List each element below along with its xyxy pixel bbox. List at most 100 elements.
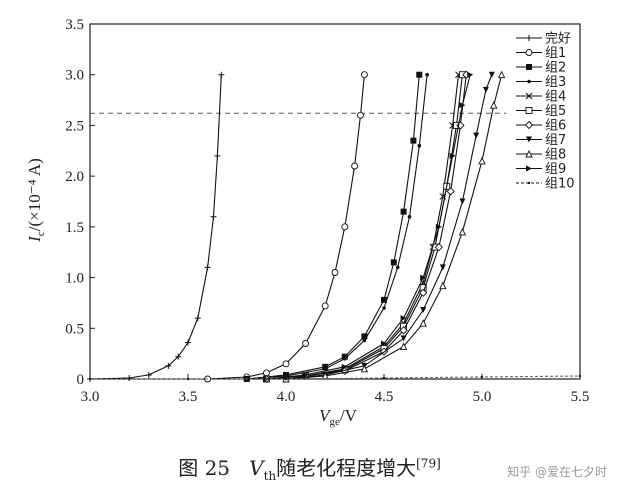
series-line: [266, 74, 471, 380]
data-point: [482, 86, 489, 93]
data-point: [459, 198, 466, 205]
data-point: [214, 152, 221, 159]
data-point: [419, 319, 427, 327]
series-line: [285, 74, 503, 380]
data-point: [458, 227, 467, 236]
data-point: [351, 162, 359, 170]
y-tick-label: 2.0: [65, 169, 84, 185]
legend-marker: [526, 165, 532, 172]
caption-v-sub: th: [263, 469, 277, 483]
y-axis-label-sub: c: [35, 231, 47, 236]
legend-label: 组2: [545, 61, 566, 76]
legend-marker: [527, 79, 531, 84]
data-point: [323, 367, 328, 371]
legend-item: 组5: [516, 104, 566, 119]
caption-ref: [79]: [416, 456, 441, 471]
caption-figure-number: 图 25: [178, 456, 231, 480]
data-point: [126, 374, 133, 381]
legend-label: 组4: [545, 90, 566, 105]
data-point: [478, 156, 486, 165]
legend-item: 组4: [516, 90, 566, 105]
data-point: [321, 302, 329, 310]
series-layer: [87, 70, 582, 384]
legend-label: 组8: [545, 148, 566, 163]
data-point: [473, 132, 480, 139]
x-axis-label-sub: ge: [330, 416, 341, 428]
data-point: [341, 223, 349, 231]
series-line: [246, 74, 420, 380]
data-point: [341, 363, 348, 370]
y-tick-label: 3.0: [65, 68, 84, 84]
data-point: [165, 362, 172, 369]
x-axis-label-main: V: [319, 406, 332, 425]
series-10: [263, 71, 474, 382]
y-axis-label: Ic/(×10⁻⁴ A): [25, 158, 47, 243]
data-point: [410, 137, 417, 144]
legend-label: 组7: [545, 133, 566, 148]
chart: 3.0 3.5 4.0 4.5 5.0 5.5 00.51.01.52.02.53.03.…: [25, 17, 589, 428]
data-point: [467, 71, 474, 78]
data-point: [357, 111, 364, 119]
legend-marker: [524, 120, 534, 130]
data-point: [420, 274, 427, 281]
data-point: [204, 264, 211, 271]
data-point: [360, 71, 368, 79]
caption-text: 随老化程度增大: [276, 456, 417, 480]
data-point: [331, 269, 339, 276]
legend-label: 组3: [545, 75, 566, 90]
data-point: [210, 213, 217, 220]
x-tick-label: 3.5: [179, 389, 198, 405]
data-point: [416, 71, 423, 78]
data-point: [381, 340, 387, 347]
legend-marker: [525, 92, 533, 100]
data-point: [407, 214, 412, 219]
legend-label: 组9: [545, 162, 566, 177]
plot-area: [87, 23, 582, 384]
y-tick-label: 3.5: [65, 17, 84, 33]
data-point: [439, 281, 447, 290]
data-point: [490, 101, 498, 109]
legend-item: 组8: [516, 148, 566, 163]
x-axis-label: Vge/V: [319, 406, 358, 428]
data-point: [399, 342, 408, 350]
data-point: [488, 71, 495, 78]
data-point: [395, 265, 400, 270]
legend-marker: [527, 181, 531, 185]
legend-label: 完好: [545, 32, 571, 47]
series-9: [282, 70, 506, 383]
series-line: [207, 74, 365, 380]
y-tick-label: 2.5: [65, 118, 84, 134]
legend-marker: [526, 35, 532, 41]
series-line: [266, 74, 463, 380]
series-line: [266, 74, 460, 380]
data-point: [459, 102, 466, 109]
x-tick-label: 5.0: [473, 389, 492, 405]
data-point: [360, 364, 369, 373]
x-tick-label: 4.5: [375, 389, 394, 405]
data-point: [361, 333, 368, 340]
watermark: 知乎 @爱在七夕时: [507, 465, 607, 479]
data-point: [399, 326, 408, 335]
legend-label: 组10: [545, 177, 575, 192]
data-point: [185, 339, 191, 346]
data-point: [302, 340, 310, 347]
legend-label: 组5: [545, 104, 566, 119]
data-point: [382, 306, 386, 310]
series-line: [89, 74, 222, 380]
legend-marker: [525, 49, 533, 56]
data-point: [446, 187, 455, 196]
legend-item: 组9: [516, 162, 566, 177]
data-point: [419, 288, 428, 297]
figure-caption: 图 25 Vth随老化程度增大[79]: [0, 452, 619, 483]
plot-frame: [89, 23, 581, 380]
data-point: [400, 335, 407, 342]
legend-label: 组6: [545, 119, 566, 134]
legend-marker: [526, 136, 532, 143]
data-point: [218, 71, 225, 78]
series-2: [204, 71, 368, 383]
data-point: [449, 152, 456, 159]
data-point: [145, 371, 152, 378]
data-point: [425, 72, 429, 77]
data-point: [282, 360, 290, 368]
data-point: [341, 353, 348, 360]
